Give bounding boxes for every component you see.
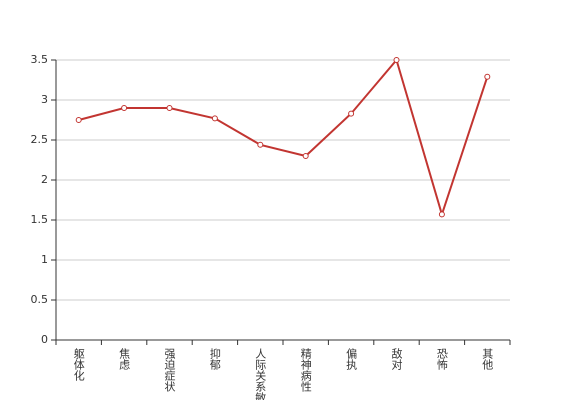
- point: [257, 141, 264, 148]
- y-tick-label: 3.5: [31, 53, 49, 66]
- x-tick-label: 抑郁: [208, 347, 221, 370]
- x-tick-label: 强迫症状: [163, 348, 176, 392]
- point: [75, 117, 82, 123]
- x-tick-label: 躯体化: [72, 348, 85, 382]
- x-tick-label: 焦虑: [118, 348, 131, 370]
- point: [166, 105, 173, 111]
- point: [393, 57, 400, 63]
- y-tick-label: 2: [41, 173, 48, 186]
- x-tick-label: 恐怖: [435, 348, 448, 370]
- y-tick-label: 0: [41, 333, 48, 346]
- x-tick-label: 精神病性: [299, 348, 312, 393]
- y-tick-label: 3: [41, 93, 48, 106]
- x-tick-label: 偏执: [345, 347, 358, 371]
- point: [484, 73, 491, 80]
- y-tick-label: 2.5: [31, 133, 49, 146]
- x-tick-label: 敌对: [390, 347, 403, 370]
- y-tick-label: 1: [41, 253, 48, 266]
- x-tick-label: 其他: [481, 348, 494, 370]
- point: [438, 211, 445, 218]
- y-tick-label: 1.5: [31, 213, 49, 226]
- point: [348, 110, 355, 117]
- point: [121, 105, 128, 111]
- line: [78, 57, 489, 218]
- y-tick-label: 0.5: [31, 293, 49, 306]
- point: [302, 153, 309, 159]
- x-tick-label: 人际关系敏感: [254, 348, 267, 400]
- point: [211, 115, 218, 122]
